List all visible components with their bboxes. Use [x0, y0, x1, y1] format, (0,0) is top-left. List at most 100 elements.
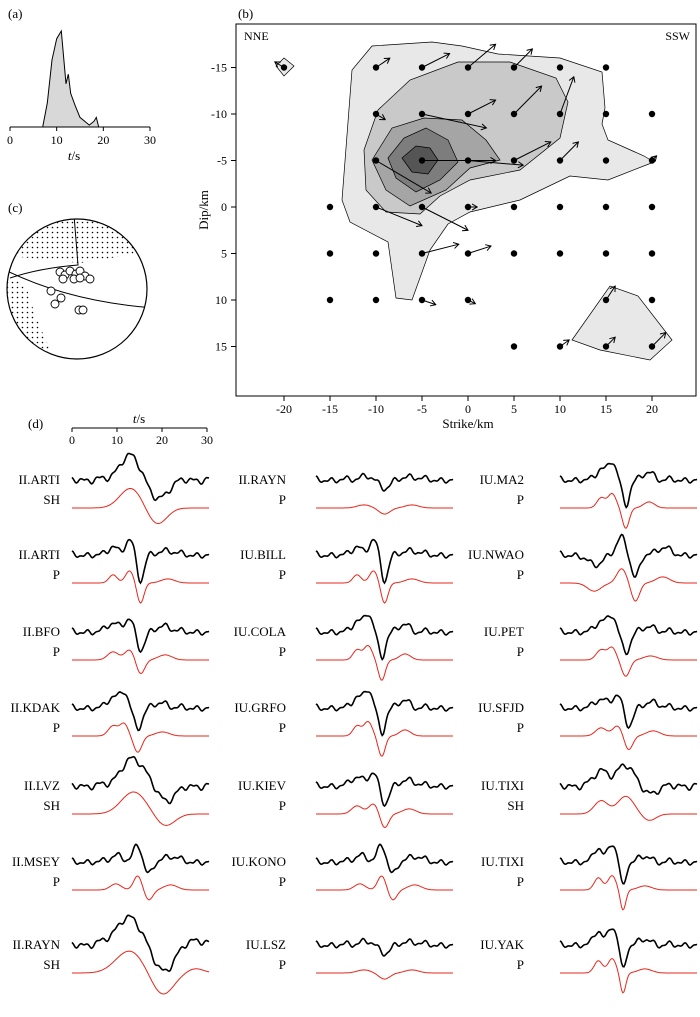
waveform-pair: II.ARTI SH	[19, 452, 210, 524]
slip-xlabel: Strike/km	[442, 416, 493, 431]
slip-x-tick-label: 5	[511, 402, 517, 416]
slip-grid-point	[648, 203, 656, 211]
waveform-axis-label: t/s	[133, 411, 145, 426]
slip-vector	[421, 299, 436, 306]
slip-grid-point	[372, 296, 380, 304]
observed-waveform	[71, 843, 210, 874]
contour-level-1-patch	[571, 285, 673, 361]
observed-waveform	[559, 533, 698, 578]
station-label: IU.COLA	[234, 624, 287, 639]
slip-x-tick-label: -10	[368, 402, 384, 416]
panel-b: (b) NNE SSW -20 -15 -10 -5 0 5 10 15 20 -15 -10 -5 0…	[196, 6, 697, 431]
panel-a: (a) 0 10 20 30 t/s	[7, 6, 156, 163]
slip-y-tick-label: -10	[211, 107, 227, 121]
phase-label: P	[53, 567, 60, 582]
waveform-pair: IU.COLA P	[234, 614, 454, 681]
stf-tick-label: 0	[7, 133, 13, 147]
panel-b-label: (b)	[238, 6, 253, 21]
waveform-pair: II.KDAK P	[11, 691, 210, 753]
slip-y-tick-label: 10	[215, 293, 227, 307]
stf-ticks: 0 10 20 30	[7, 127, 156, 147]
synthetic-waveform	[316, 720, 453, 757]
stf-tick-label: 30	[144, 133, 156, 147]
slip-vector	[375, 206, 423, 227]
nodal-plane-1	[7, 269, 147, 309]
slip-vector-head	[273, 61, 281, 68]
slip-y-tick-label: -5	[217, 154, 227, 168]
waveform-axis-tick-label: 20	[156, 433, 168, 447]
slip-grid-point	[648, 110, 656, 118]
observed-waveform	[559, 763, 698, 795]
phase-label: SH	[43, 492, 60, 507]
observed-waveform	[315, 937, 454, 957]
waveform-pair: II.RAYN SH	[12, 914, 210, 995]
waveform-pair: IU.YAK P	[480, 928, 698, 994]
phase-label: P	[53, 874, 60, 889]
slip-grid-point	[510, 203, 518, 211]
observed-waveform	[559, 462, 698, 509]
observed-waveform	[71, 452, 210, 502]
slip-vector	[467, 43, 496, 68]
slip-vector-head	[572, 141, 580, 148]
slip-vector	[605, 285, 616, 301]
waveform-pair: IU.KONO P	[231, 843, 454, 901]
slip-x-tick-label: -5	[417, 402, 427, 416]
slip-vector	[421, 113, 487, 129]
synthetic-waveform	[316, 803, 453, 829]
observed-waveform	[71, 914, 210, 973]
phase-label: P	[279, 874, 286, 889]
slip-vector-head	[650, 155, 658, 162]
station-label: IU.YAK	[480, 937, 524, 952]
slip-grid-point	[326, 250, 334, 257]
station-label: II.RAYN	[238, 472, 286, 487]
synthetic-waveform	[316, 969, 453, 980]
slip-vector-head	[379, 114, 387, 121]
observed-waveform	[71, 755, 210, 805]
slip-vector	[467, 299, 476, 305]
slip-grid-point	[602, 64, 610, 71]
slip-grid-point	[510, 343, 518, 350]
slip-plot-frame	[235, 23, 697, 397]
synthetic-waveform	[560, 795, 697, 821]
slip-vector	[559, 76, 575, 115]
station-label: IU.KONO	[231, 854, 286, 869]
waveform-axis-ticks: 0 10 20 30	[69, 428, 213, 447]
nodal-plane-2	[9, 219, 79, 279]
waveform-pair: II.ARTI P	[19, 538, 210, 604]
observed-waveform	[559, 615, 698, 656]
phase-label: SH	[43, 798, 60, 813]
slip-grid-point	[602, 157, 610, 164]
stf-tick-label: 20	[97, 133, 109, 147]
slip-grid-point	[556, 203, 564, 211]
slip-vector-head	[563, 339, 570, 346]
waveform-pair: IU.PET P	[484, 615, 698, 677]
waveform-pair: IU.TIXI SH	[481, 763, 698, 821]
synthetic-waveform	[560, 568, 697, 602]
station-label: IU.NWAO	[468, 547, 524, 562]
panel-d-label: (d)	[28, 416, 43, 431]
synthetic-waveform	[72, 649, 209, 675]
observed-waveform	[559, 928, 698, 968]
station-label: II.ARTI	[19, 547, 60, 562]
slip-ylabel: Dip/km	[196, 190, 211, 230]
synthetic-waveform	[72, 570, 209, 604]
slip-vector	[421, 206, 469, 231]
phase-label: P	[279, 798, 286, 813]
waveform-pair: IU.TIXI P	[481, 845, 698, 911]
phase-label: P	[279, 644, 286, 659]
slip-vector-head	[526, 48, 534, 55]
slip-grid-point	[326, 203, 334, 211]
waveform-pair: II.LVZ SH	[24, 755, 210, 826]
waveform-pair: IU.GRFO P	[234, 690, 454, 757]
slip-vector-head	[443, 52, 451, 59]
slip-grid-point	[372, 250, 380, 257]
slip-grid-point	[510, 250, 518, 257]
waveform-pair: IU.LSZ P	[246, 937, 454, 980]
observed-waveform	[559, 694, 698, 730]
waveform-axis-tick-label: 0	[69, 433, 75, 447]
stf-area	[10, 29, 150, 128]
slip-vector-head	[609, 285, 616, 293]
synthetic-waveform	[560, 646, 697, 677]
observed-waveform	[315, 843, 454, 874]
slip-vector	[513, 85, 542, 115]
